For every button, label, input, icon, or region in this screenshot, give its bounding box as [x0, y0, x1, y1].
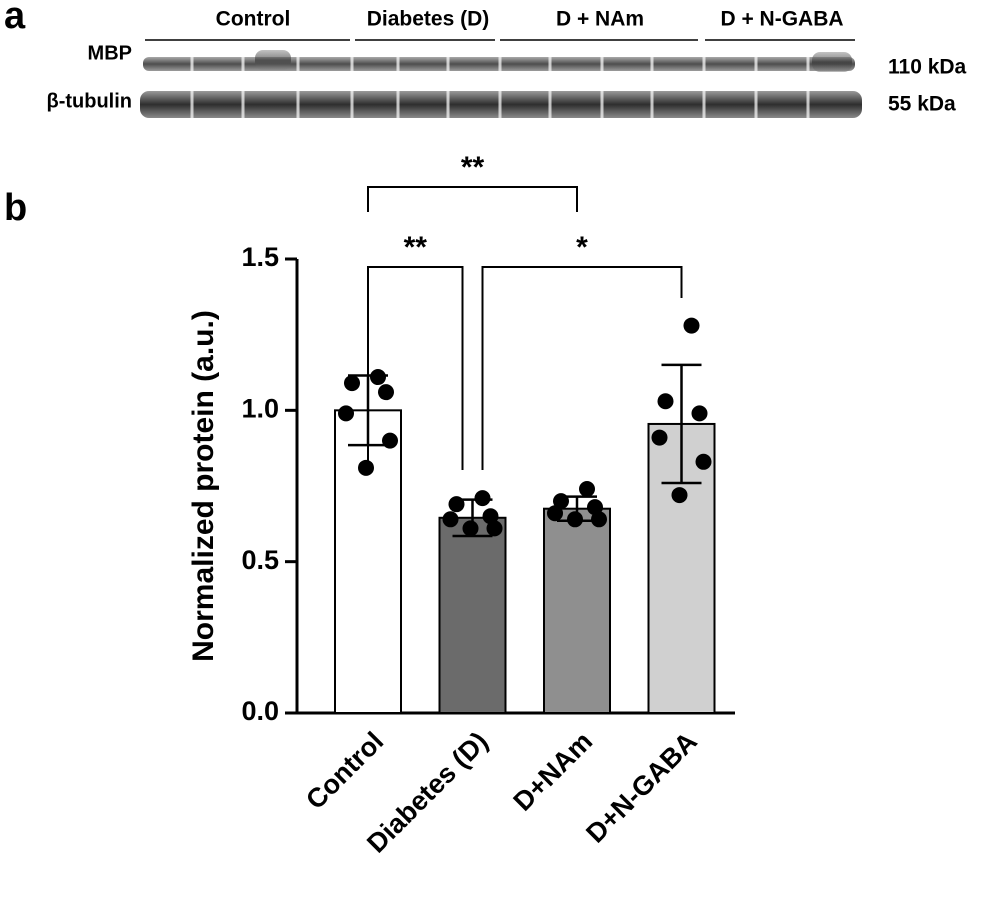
y-axis-label: Normalized protein (a.u.)	[187, 310, 220, 662]
y-tick-label: 1.5	[241, 242, 279, 272]
data-point	[553, 493, 569, 510]
panel-label: a	[4, 0, 26, 37]
data-point	[657, 393, 674, 410]
protein-label: β-tubulin	[46, 90, 132, 112]
significance-label: **	[461, 151, 485, 184]
data-point	[358, 459, 374, 476]
y-tick-label: 0.0	[241, 696, 279, 726]
data-point	[338, 405, 354, 422]
significance-label: **	[404, 231, 428, 264]
data-point	[547, 505, 563, 522]
y-tick-label: 1.0	[241, 393, 279, 423]
panel-label: b	[4, 187, 27, 229]
data-point	[370, 369, 386, 386]
data-point	[462, 520, 479, 537]
data-point	[695, 453, 712, 470]
x-tick-label: D+N-GABA	[580, 726, 703, 849]
data-point	[671, 487, 688, 504]
size-label: 110 kDa	[888, 56, 967, 79]
data-point	[651, 429, 668, 446]
x-tick-label: Control	[300, 726, 389, 815]
data-point	[448, 496, 465, 513]
data-point	[486, 520, 503, 537]
data-point	[591, 511, 607, 528]
bar	[543, 507, 611, 715]
data-point	[482, 508, 499, 525]
data-point	[474, 490, 491, 507]
data-point	[378, 384, 394, 401]
significance-bracket	[481, 266, 683, 470]
significance-label: *	[576, 231, 588, 264]
data-point	[567, 511, 583, 528]
data-point	[442, 511, 459, 528]
data-point	[587, 499, 603, 516]
blot-group: D + N-GABA	[720, 8, 843, 31]
blot-group: Control	[216, 8, 291, 31]
significance-bracket	[367, 266, 464, 470]
data-point	[579, 481, 595, 498]
data-point	[344, 375, 360, 392]
significance-bracket	[367, 186, 578, 212]
blot-group: Diabetes (D)	[367, 8, 490, 31]
bar	[438, 516, 507, 715]
y-tick-label: 0.5	[241, 545, 279, 575]
blot-group: D + NAm	[556, 8, 644, 31]
lane-gaps	[190, 55, 810, 120]
x-tick-label: D+NAm	[508, 726, 599, 817]
size-label: 55 kDa	[888, 93, 956, 116]
data-point	[382, 432, 398, 449]
data-point	[683, 317, 700, 334]
protein-label: MBP	[88, 42, 132, 64]
data-point	[691, 405, 708, 422]
